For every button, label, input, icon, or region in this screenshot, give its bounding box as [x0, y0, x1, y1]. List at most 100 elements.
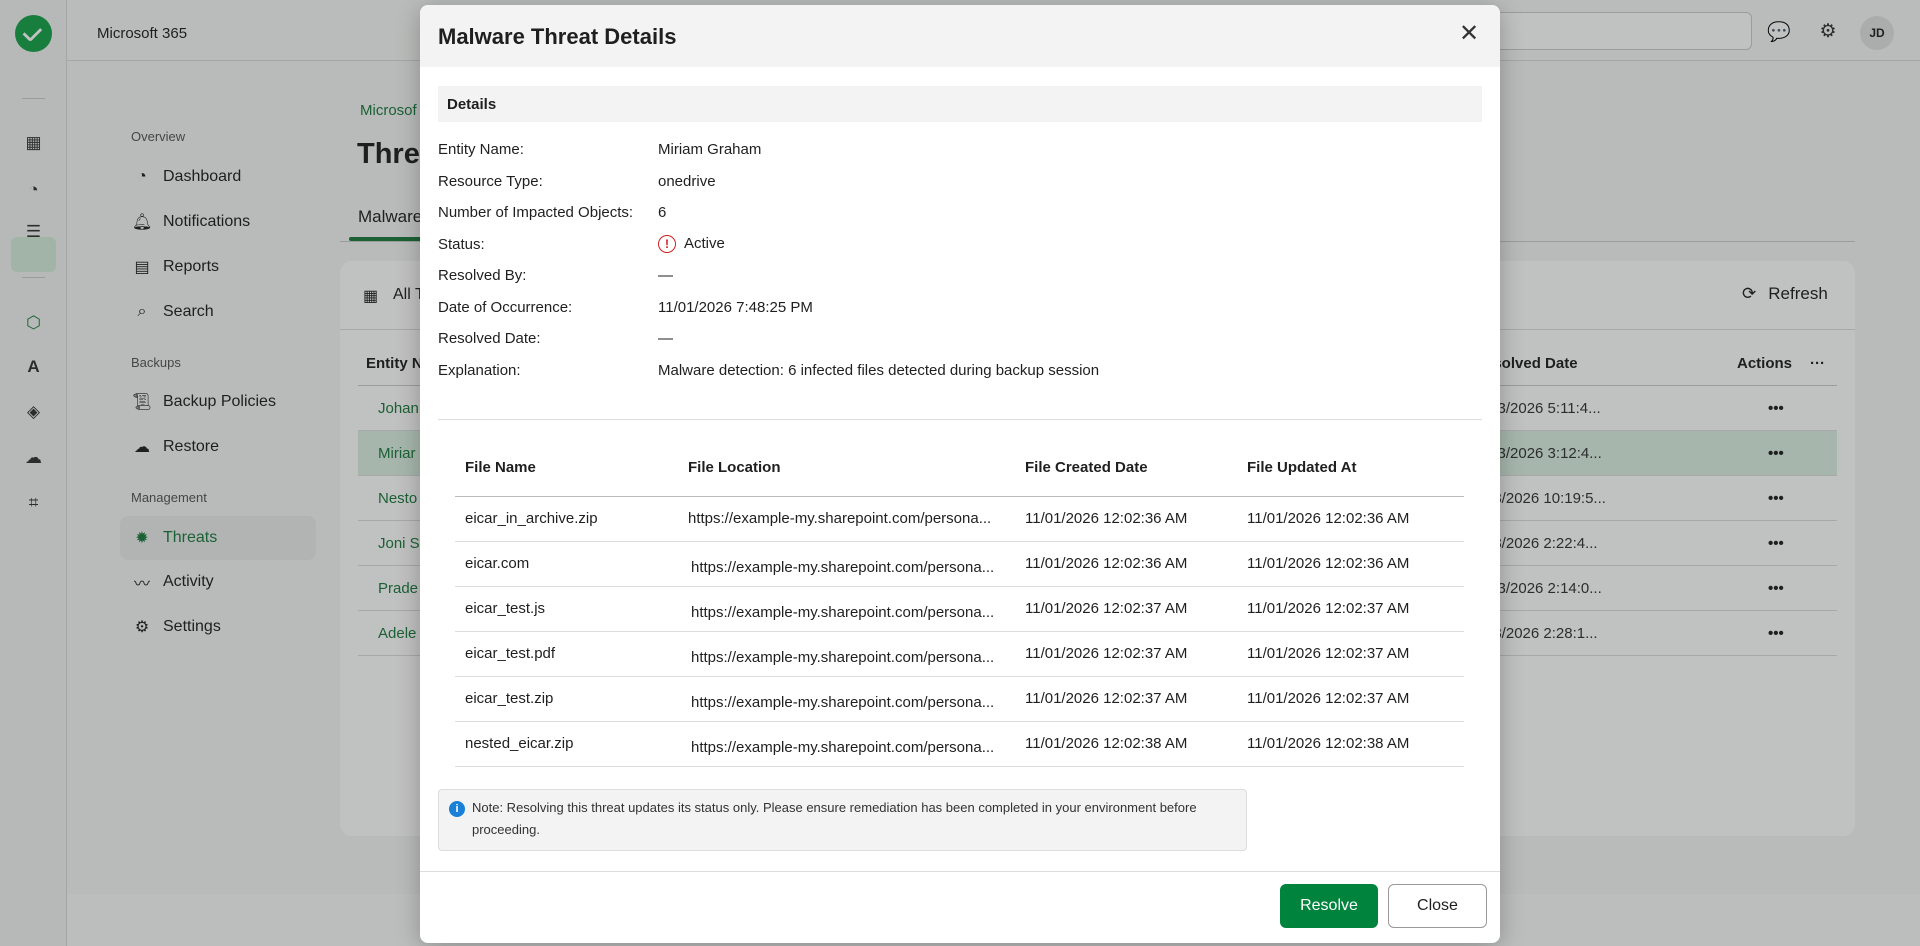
file-row: eicar.com https://example-my.sharepoint.c… [455, 542, 1464, 587]
restore-icon: ☁ [134, 439, 150, 456]
gcp-icon[interactable]: ◈ [26, 401, 41, 421]
sidebar-item-label: Settings [163, 618, 221, 635]
avatar[interactable]: JD [1860, 16, 1894, 50]
close-icon[interactable]: ✕ [1458, 20, 1480, 47]
salesforce-icon[interactable]: ☁ [25, 447, 42, 467]
entity-name-link[interactable]: Prade [378, 579, 419, 597]
file-row: eicar_test.zip https://example-my.sharepo… [455, 677, 1464, 722]
sidebar-item-label: Dashboard [163, 168, 242, 185]
column-options-icon[interactable]: ··· [1810, 354, 1825, 372]
sidebar-item-notifications[interactable]: 🔔︎ Notifications [131, 200, 317, 244]
sidebar-item-threats[interactable]: ✹ Threats [120, 516, 316, 560]
file-row: nested_eicar.zip https://example-my.share… [455, 722, 1464, 767]
file-updated-at: 11/01/2026 12:02:37 AM [1247, 690, 1410, 707]
nav-section-backups: Backups [131, 355, 181, 370]
dialog-title: Malware Threat Details [438, 24, 677, 49]
close-button[interactable]: Close [1388, 884, 1487, 928]
detail-value-text: onedrive [658, 172, 716, 190]
checklist-icon[interactable]: ☰ [25, 221, 42, 241]
row-actions-icon[interactable]: ••• [1768, 579, 1784, 597]
sidebar-item-backup-policies[interactable]: 📜︎ Backup Policies [131, 380, 317, 424]
refresh-icon: ⟳ [1742, 284, 1757, 303]
resolved-date: 03/2026 10:19:5... [1485, 489, 1606, 507]
row-actions-icon[interactable]: ••• [1768, 489, 1784, 507]
resolved-date: 03/2026 2:28:1... [1485, 624, 1598, 642]
detail-value: 11/01/2026 7:48:25 PM [658, 299, 813, 316]
resolve-button[interactable]: Resolve [1280, 884, 1378, 928]
row-actions-icon[interactable]: ••• [1768, 624, 1784, 642]
refresh-button[interactable]: ⟳ Refresh [1742, 284, 1828, 304]
file-updated-at: 11/01/2026 12:02:37 AM [1247, 645, 1410, 662]
breadcrumb[interactable]: Microsof [360, 102, 417, 119]
filter-dropdown[interactable]: All T [393, 286, 425, 303]
rail-active-bg [11, 237, 56, 272]
tab-underline [349, 237, 429, 241]
file-name: eicar_test.js [465, 600, 546, 617]
row-actions-icon[interactable]: ••• [1768, 399, 1784, 417]
sidebar-item-reports[interactable]: ▤ Reports [131, 245, 317, 289]
detail-value: — [658, 330, 673, 347]
m365-icon[interactable]: ⬡ [26, 312, 41, 332]
detail-label: Resolved By: [438, 267, 527, 284]
divider [22, 98, 45, 99]
entity-name-link[interactable]: Adele [378, 624, 417, 642]
resolve-note: i Note: Resolving this threat updates it… [438, 789, 1247, 851]
scan-icon[interactable]: ⌗ [28, 492, 39, 512]
sidebar-item-restore[interactable]: ☁ Restore [131, 425, 317, 469]
detail-value-text: — [658, 267, 673, 284]
table-header-divider [455, 496, 1464, 497]
file-name: nested_eicar.zip [465, 735, 574, 752]
resolved-date: /03/2026 2:14:0... [1485, 579, 1602, 597]
file-updated-at: 11/01/2026 12:02:36 AM [1247, 510, 1410, 527]
entity-name-link[interactable]: Johan [378, 399, 419, 417]
file-column-header: File Updated At [1247, 459, 1357, 476]
file-row: eicar_test.js https://example-my.sharepoi… [455, 587, 1464, 632]
app-title: Microsoft 365 [97, 25, 188, 42]
entity-name-link[interactable]: Joni S [378, 534, 420, 552]
file-created-date: 11/01/2026 12:02:36 AM [1025, 555, 1188, 572]
column-entity[interactable]: Entity N [366, 354, 423, 372]
policy-icon: 📜︎ [131, 394, 153, 411]
entity-name-link[interactable]: Nesto [378, 489, 418, 507]
sidebar-item-activity[interactable]: 〰 Activity [131, 560, 317, 604]
row-actions-icon[interactable]: ••• [1768, 444, 1784, 462]
gear-icon: ⚙ [134, 619, 150, 636]
sidebar-item-dashboard[interactable]: ◔ Dashboard [131, 155, 317, 199]
file-created-date: 11/01/2026 12:02:38 AM [1025, 735, 1188, 752]
details-section-header: Details [438, 86, 1482, 122]
file-column-header: File Created Date [1025, 459, 1148, 476]
detail-value-text: — [658, 330, 673, 347]
file-location: https://example-my.sharepoint.com/person… [691, 739, 995, 756]
file-name: eicar_test.pdf [465, 645, 556, 662]
chat-assist-icon[interactable]: 💬 [1767, 22, 1791, 43]
file-created-date: 11/01/2026 12:02:37 AM [1025, 645, 1188, 662]
dashboard-grid-icon[interactable]: ▦ [25, 132, 42, 152]
tab-malware[interactable]: Malware [358, 207, 423, 226]
file-created-date: 11/01/2026 12:02:37 AM [1025, 690, 1188, 707]
detail-value: — [658, 267, 673, 284]
sidebar-item-search[interactable]: ⌕ Search [131, 290, 317, 334]
icon-rail: ▦ ◔ ☰ ⬡ A ◈ ☁ ⌗ [0, 0, 67, 946]
sidebar-item-settings[interactable]: ⚙ Settings [131, 605, 317, 649]
sidebar-item-label: Activity [163, 573, 214, 590]
chart-icon[interactable]: ◔ [28, 179, 39, 199]
dashboard-icon: ◔ [137, 168, 147, 185]
file-row: eicar_in_archive.zip https://example-my.s… [455, 497, 1464, 542]
entity-name-link[interactable]: Miriar [378, 444, 416, 462]
error-circle-icon: ! [658, 234, 676, 253]
detail-value: onedrive [658, 173, 716, 190]
file-column-header: File Name [465, 459, 536, 476]
sidebar-item-label: Search [163, 303, 214, 320]
column-resolved-date[interactable]: esolved Date [1485, 354, 1578, 372]
detail-value: Miriam Graham [658, 141, 761, 158]
resolved-date: /03/2026 5:11:4... [1485, 399, 1601, 417]
row-actions-icon[interactable]: ••• [1768, 534, 1784, 552]
azure-icon[interactable]: A [27, 356, 40, 376]
gear-icon[interactable]: ⚙ [1819, 21, 1837, 42]
bug-icon: ✹ [135, 530, 149, 547]
file-location: https://example-my.sharepoint.com/person… [688, 510, 992, 527]
column-actions: Actions [1737, 354, 1793, 372]
file-location: https://example-my.sharepoint.com/person… [691, 649, 995, 666]
detail-value: 6 [658, 204, 666, 221]
detail-label: Date of Occurrence: [438, 298, 573, 316]
